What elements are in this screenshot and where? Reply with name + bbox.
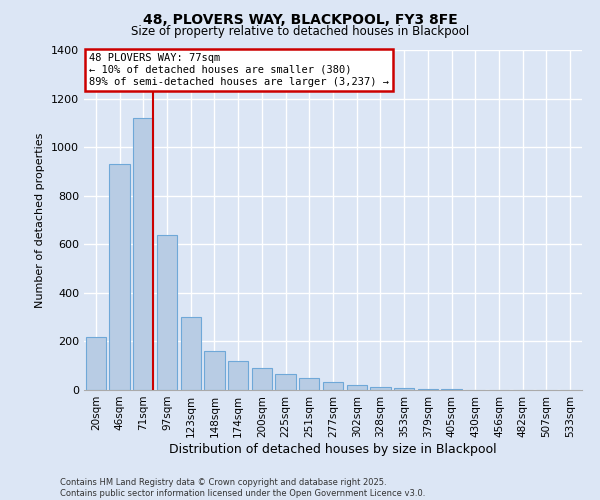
Text: 48, PLOVERS WAY, BLACKPOOL, FY3 8FE: 48, PLOVERS WAY, BLACKPOOL, FY3 8FE xyxy=(143,12,457,26)
Text: Contains HM Land Registry data © Crown copyright and database right 2025.
Contai: Contains HM Land Registry data © Crown c… xyxy=(60,478,425,498)
Bar xyxy=(133,118,154,390)
Bar xyxy=(181,317,201,390)
Y-axis label: Number of detached properties: Number of detached properties xyxy=(35,132,46,308)
Bar xyxy=(347,385,367,390)
Bar xyxy=(205,351,224,390)
Bar xyxy=(252,368,272,390)
Bar xyxy=(109,164,130,390)
Bar xyxy=(275,374,296,390)
Bar xyxy=(86,336,106,390)
Bar xyxy=(157,234,177,390)
Text: 48 PLOVERS WAY: 77sqm
← 10% of detached houses are smaller (380)
89% of semi-det: 48 PLOVERS WAY: 77sqm ← 10% of detached … xyxy=(89,54,389,86)
Bar xyxy=(418,389,438,390)
Bar xyxy=(299,378,319,390)
Bar xyxy=(370,387,391,390)
X-axis label: Distribution of detached houses by size in Blackpool: Distribution of detached houses by size … xyxy=(169,442,497,456)
Bar xyxy=(228,361,248,390)
Text: Size of property relative to detached houses in Blackpool: Size of property relative to detached ho… xyxy=(131,25,469,38)
Bar xyxy=(394,388,414,390)
Bar xyxy=(323,382,343,390)
